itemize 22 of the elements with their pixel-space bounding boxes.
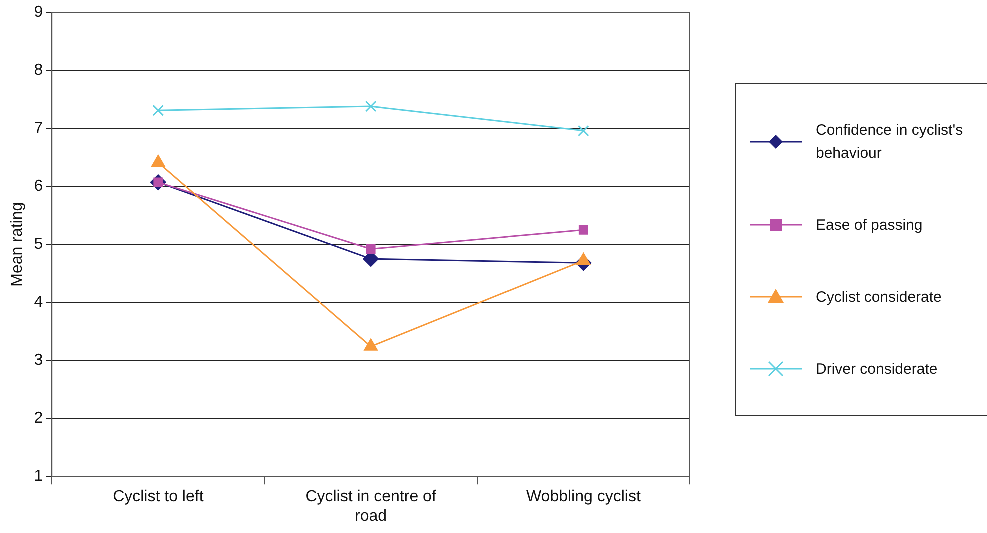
point <box>366 244 376 254</box>
legend-label: Cyclist considerate <box>816 288 943 308</box>
y-tick-label: 9 <box>34 4 44 22</box>
point <box>365 100 377 112</box>
point <box>152 104 164 116</box>
y-tick-label: 1 <box>34 468 44 486</box>
x-tick-label: Cyclist to left <box>113 488 204 506</box>
y-tick-label: 5 <box>34 236 44 254</box>
y-tick-label: 3 <box>34 352 44 370</box>
x-tick-label: Wobbling cyclist <box>526 488 642 506</box>
y-tick-label: 4 <box>34 294 44 312</box>
y-tick-label: 6 <box>34 178 44 196</box>
y-tick-label: 7 <box>34 120 44 138</box>
y-tick-label: 2 <box>34 410 44 428</box>
legend-label: Confidence in cyclist's behaviour <box>816 120 964 164</box>
y-tick-label: 8 <box>34 62 44 80</box>
legend-label: Driver considerate <box>816 360 939 380</box>
legend-label: Ease of passing <box>816 216 924 236</box>
point <box>578 225 588 235</box>
point <box>578 125 590 137</box>
y-axis-title: Mean rating <box>9 202 26 287</box>
x-tick-label: Cyclist in centre of road <box>306 488 437 525</box>
